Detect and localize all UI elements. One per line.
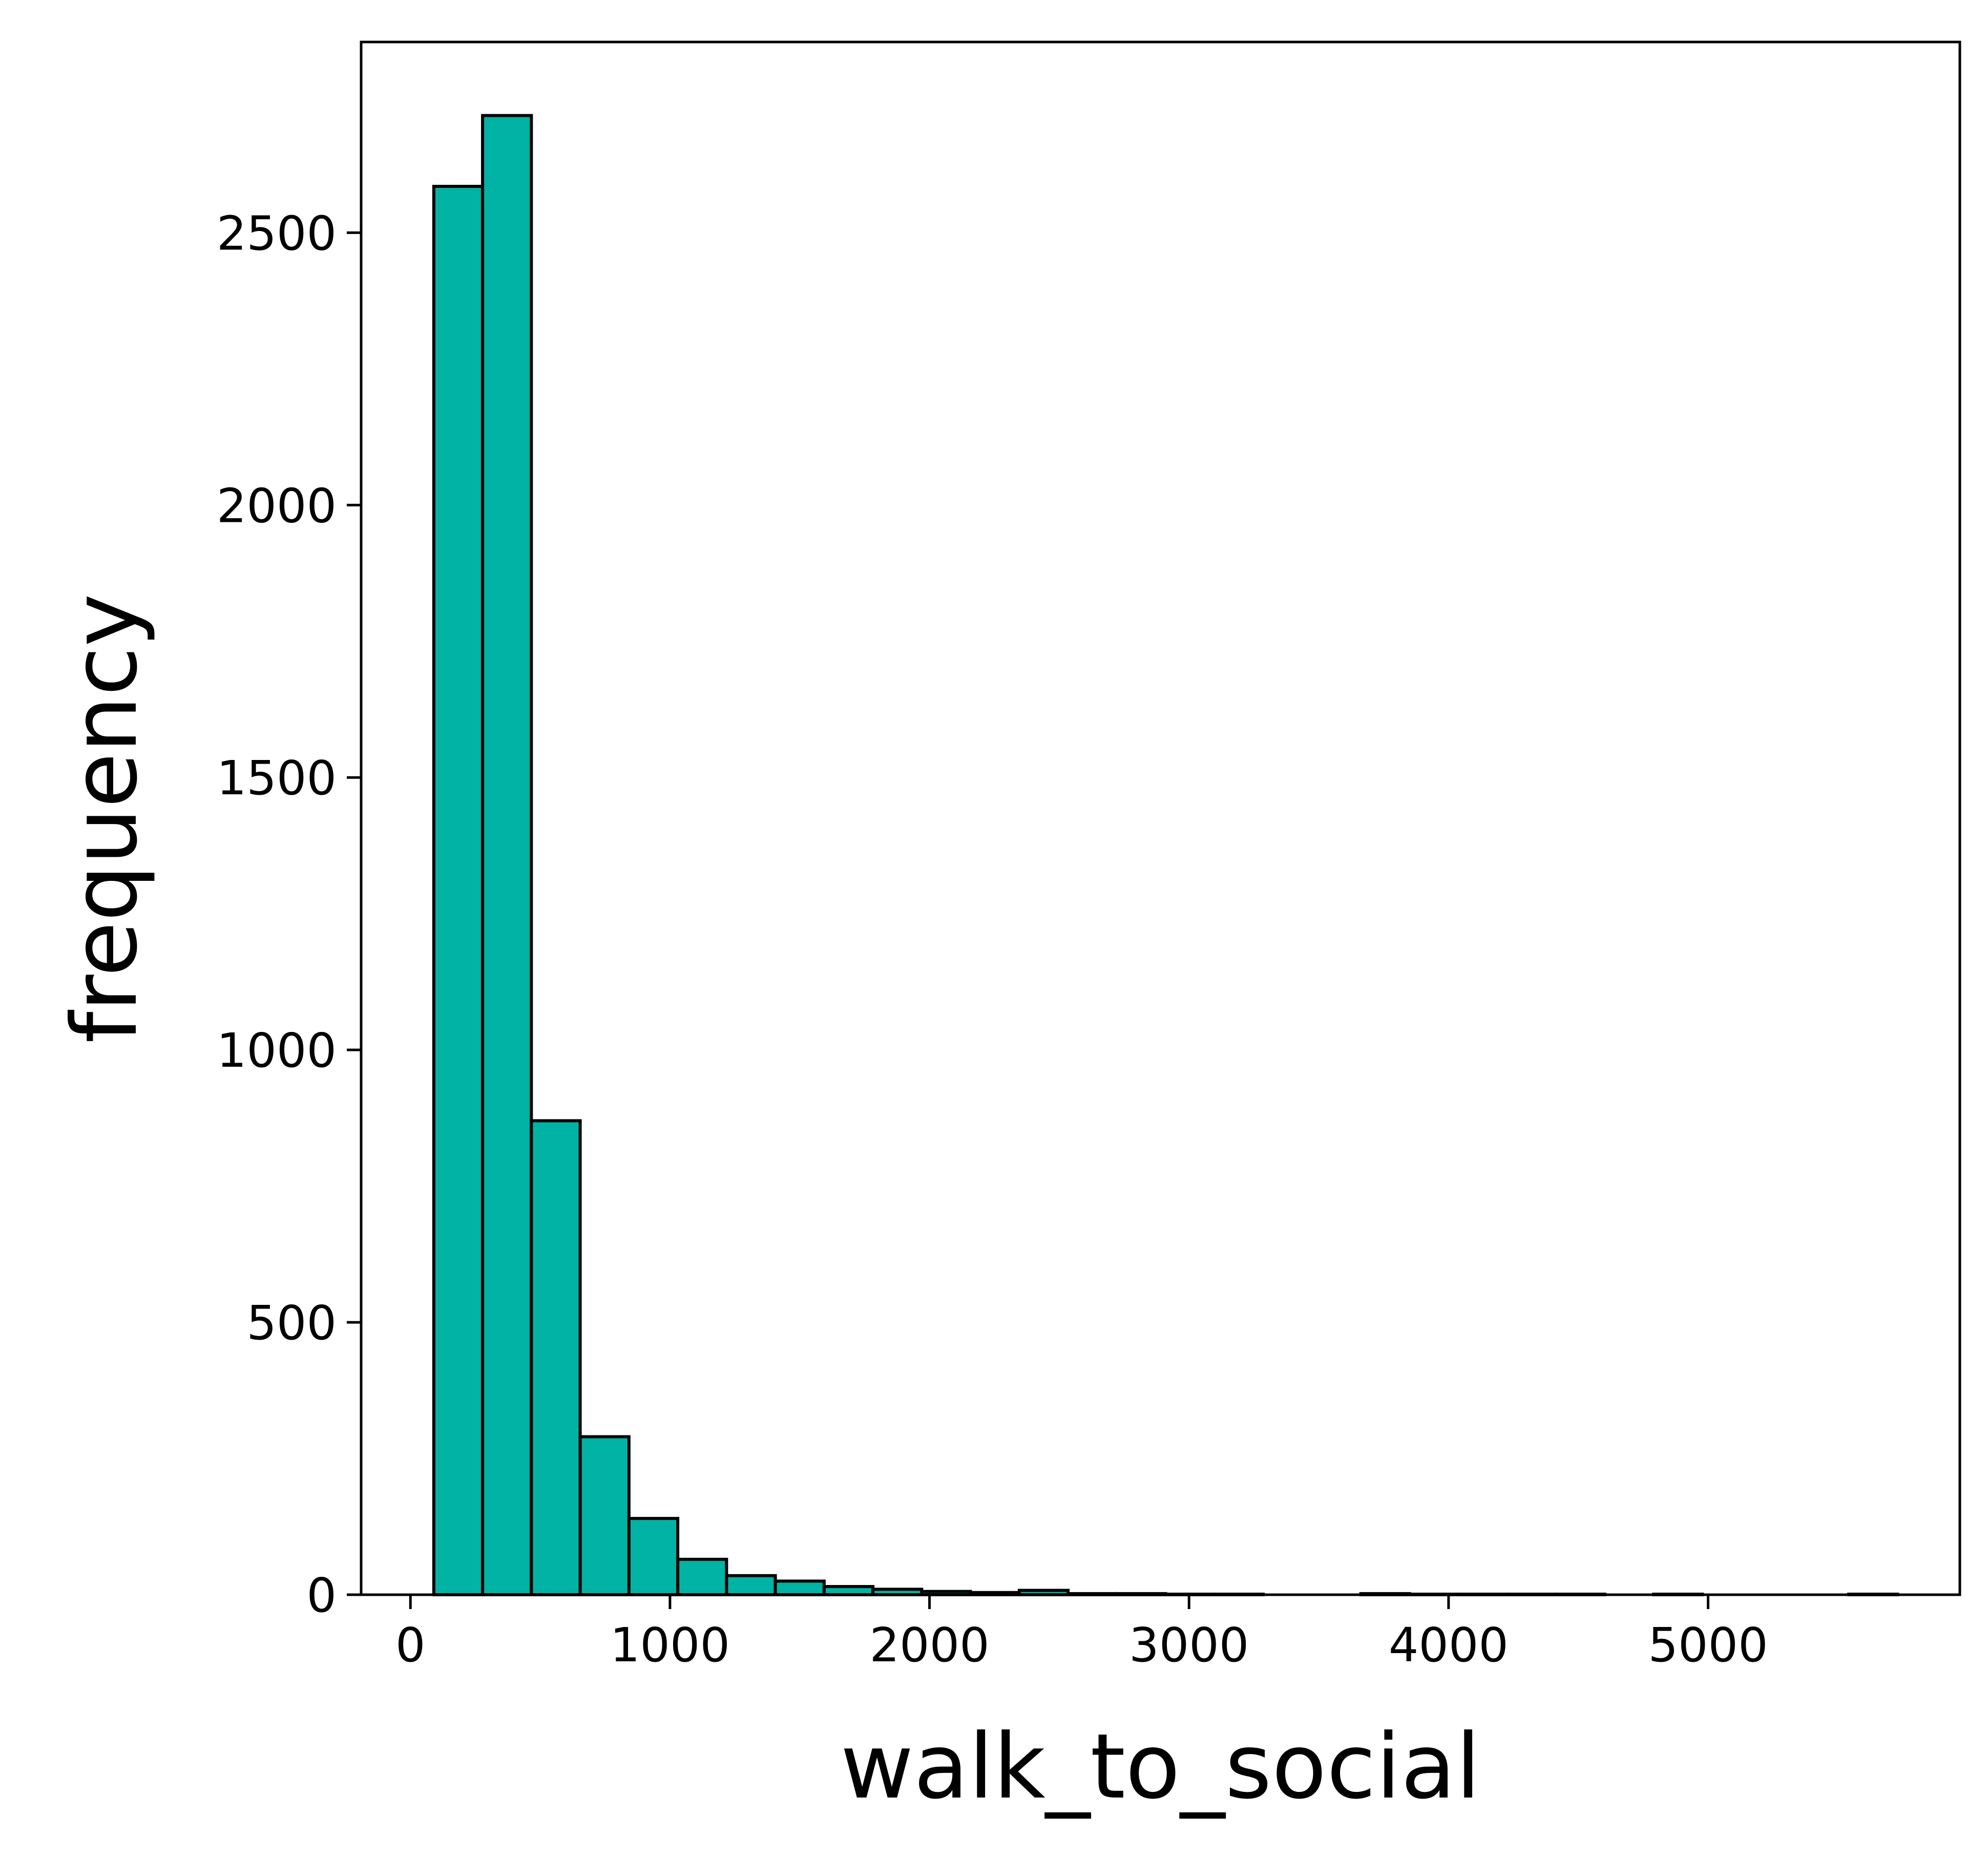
histogram-bar [627,1517,680,1596]
x-tick-label: 2000 [870,1618,990,1673]
histogram-bar [432,184,485,1596]
y-tick-label: 0 [306,1568,337,1623]
x-tick-label: 3000 [1129,1618,1249,1673]
histogram-bar [481,114,533,1596]
y-tick-label: 1000 [217,1023,337,1078]
y-tick-label: 2000 [217,478,337,533]
x-tick-label: 1000 [610,1618,730,1673]
plot-frame [360,40,1961,1596]
histogram-bar [773,1579,826,1597]
bars-group [432,114,1899,1597]
histogram-bar [676,1557,728,1596]
histogram-bar [725,1574,777,1596]
y-tick-label: 1500 [217,751,337,806]
histogram-bar [578,1435,631,1596]
x-tick-label: 0 [395,1618,426,1673]
y-tick-label: 500 [246,1296,337,1350]
x-tick-label: 4000 [1389,1618,1509,1673]
histogram-bar [530,1119,582,1597]
y-axis-ticks: 0 500 1000 1500 2000 2500 [217,206,361,1623]
x-axis-ticks: 0 1000 2000 3000 4000 5000 [395,1595,1768,1673]
x-tick-label: 5000 [1648,1618,1768,1673]
x-axis-label: walk_to_social [841,1715,1481,1819]
y-tick-label: 2500 [217,206,337,261]
y-axis-label: frequency [53,594,157,1043]
